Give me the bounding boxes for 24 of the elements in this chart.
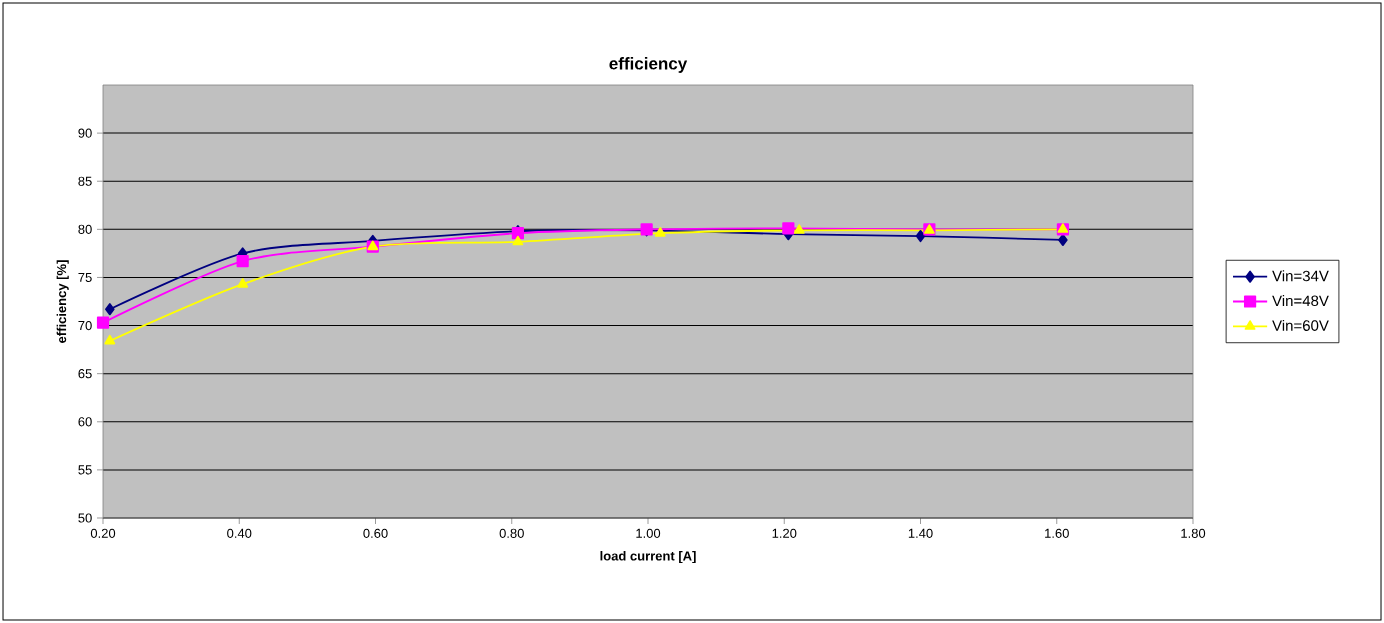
y-tick-label: 75 (78, 272, 92, 282)
x-tick-label: 0.80 (499, 528, 524, 538)
x-tick-label: 1.40 (908, 528, 933, 538)
y-tick-label: 80 (78, 224, 92, 234)
x-tick-label: 0.20 (90, 528, 116, 538)
y-tick-label: 85 (78, 176, 92, 186)
x-tick-label: 1.60 (1045, 528, 1069, 538)
y-tick-label: 90 (78, 128, 92, 138)
y-tick-label: 65 (78, 369, 92, 379)
legend-label: Vin=34V (1272, 270, 1329, 282)
legend-label: Vin=60V (1272, 319, 1329, 331)
chart-title: efficiency (609, 57, 688, 73)
x-axis-title: load current [A] (600, 551, 696, 564)
x-tick-label: 1.00 (636, 528, 661, 538)
x-tick-label: 1.80 (1181, 528, 1206, 538)
y-tick-label: 55 (78, 465, 92, 475)
y-tick-label: 60 (78, 417, 92, 427)
y-tick-label: 50 (78, 513, 92, 523)
y-axis-title: efficiency [%] (56, 260, 69, 343)
y-tick-label: 70 (78, 320, 92, 331)
x-tick-label: 1.20 (772, 528, 797, 538)
legend-label: Vin=48V (1272, 295, 1329, 307)
x-tick-label: 0.40 (227, 528, 252, 538)
x-tick-label: 0.60 (363, 528, 388, 538)
